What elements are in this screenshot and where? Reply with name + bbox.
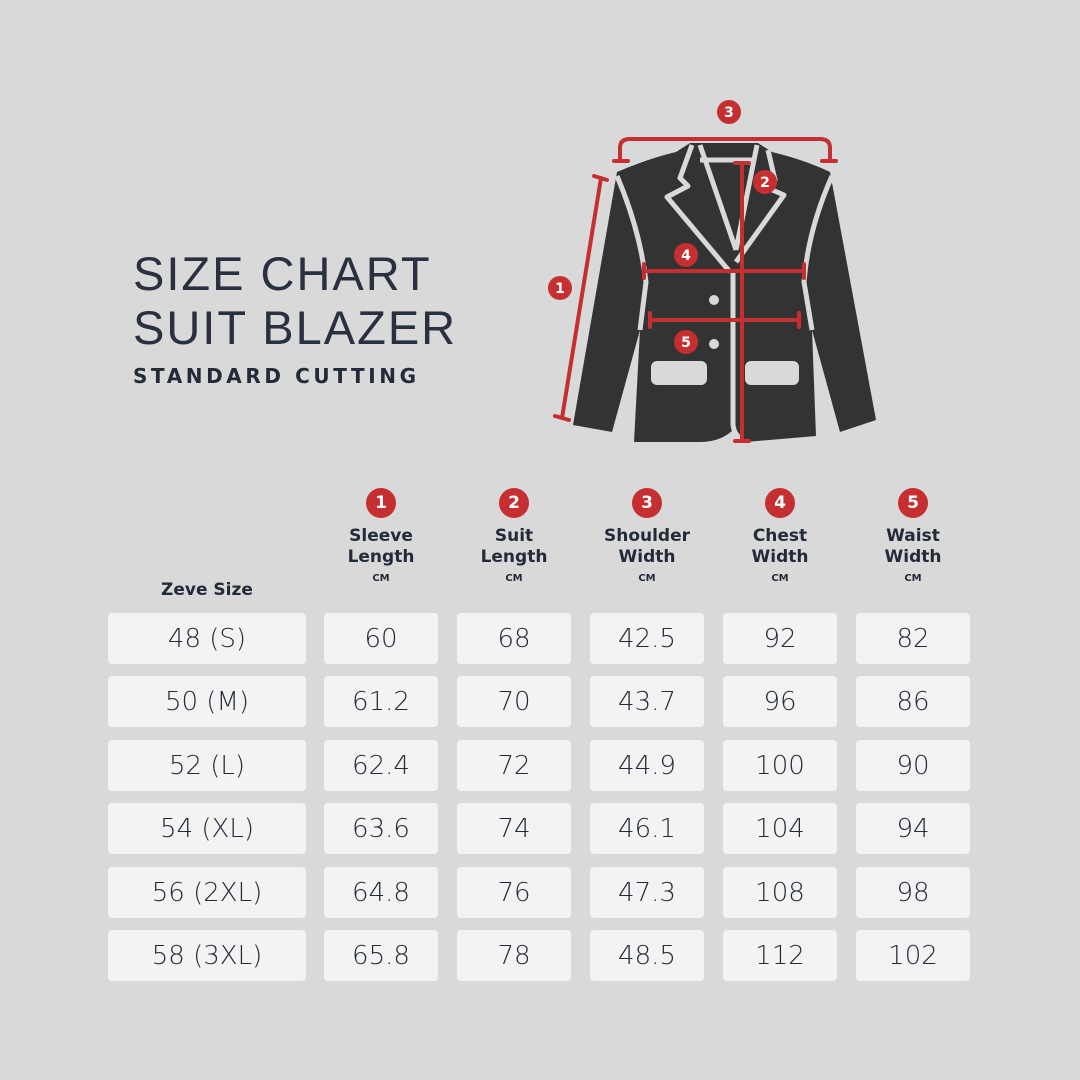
size-cell: 58 (3XL): [108, 930, 306, 981]
marker-1: 1: [548, 276, 572, 300]
column-header: 5 Waist Width CM: [856, 488, 970, 584]
header-line2: Width: [884, 547, 942, 567]
measurement-cell: 100: [723, 739, 837, 791]
measurement-cell: 92: [723, 613, 837, 664]
measurement-cell: 63.6: [324, 803, 438, 855]
measurement-cell: 47.3: [590, 866, 704, 918]
svg-text:3: 3: [724, 105, 734, 121]
number-badge: 1: [366, 488, 396, 518]
measurement-cell: 108: [723, 866, 837, 918]
header-line1: Shoulder: [603, 526, 691, 546]
unit-label: CM: [505, 573, 523, 584]
measurement-cell: 64.8: [324, 866, 438, 918]
number-badge: 4: [765, 488, 795, 518]
size-cell: 54 (XL): [108, 803, 306, 855]
measurement-cell: 61.2: [324, 676, 438, 728]
svg-text:4: 4: [681, 248, 691, 264]
measurement-cell: 104: [723, 803, 837, 855]
header-line1: Sleeve: [349, 526, 413, 546]
measurement-cell: 90: [856, 739, 970, 791]
measurement-cell: 44.9: [590, 739, 704, 791]
marker-2: 2: [753, 170, 777, 194]
column-header: 4 Chest Width CM: [723, 488, 837, 584]
number-badge: 2: [499, 488, 529, 518]
marker-5: 5: [674, 330, 698, 354]
number-badge: 5: [898, 488, 928, 518]
measurement-cell: 72: [457, 739, 571, 791]
column-header: 2 Suit Length CM: [457, 488, 571, 584]
measurement-cell: 112: [723, 930, 837, 981]
measurement-cell: 46.1: [590, 803, 704, 855]
measurement-cell: 82: [856, 613, 970, 664]
measurement-cell: 76: [457, 866, 571, 918]
measurement-cell: 68: [457, 613, 571, 664]
measurement-cell: 86: [856, 676, 970, 728]
subtitle: STANDARD CUTTING: [133, 364, 420, 388]
title-line-2: SUIT BLAZER: [133, 301, 458, 354]
measurement-lines: [553, 137, 838, 443]
measurement-cell: 43.7: [590, 676, 704, 728]
header-line1: Waist: [886, 526, 940, 546]
unit-label: CM: [372, 573, 390, 584]
title-line-1: SIZE CHART: [133, 247, 432, 300]
measurement-cell: 98: [856, 866, 970, 918]
size-cell: 48 (S): [108, 613, 306, 664]
size-cell: 52 (L): [108, 739, 306, 791]
marker-3: 3: [717, 100, 741, 124]
measurement-cell: 70: [457, 676, 571, 728]
header-line2: Length: [347, 547, 415, 567]
blazer-diagram: 3 2 4 1 5: [548, 100, 876, 445]
measurement-cell: 96: [723, 676, 837, 728]
column-header: 3 Shoulder Width CM: [590, 488, 704, 584]
header-line2: Length: [480, 547, 548, 567]
unit-label: CM: [904, 573, 922, 584]
measurement-cell: 60: [324, 613, 438, 664]
header-line2: Width: [751, 547, 809, 567]
header-line1: Suit: [494, 526, 534, 546]
svg-text:5: 5: [681, 335, 691, 351]
marker-4: 4: [674, 243, 698, 267]
measurement-cell: 94: [856, 803, 970, 855]
measurement-cell: 74: [457, 803, 571, 855]
measurement-cell: 78: [457, 930, 571, 981]
unit-label: CM: [771, 573, 789, 584]
blazer-icon: [573, 143, 876, 445]
unit-label: CM: [638, 573, 656, 584]
measurement-cell: 48.5: [590, 930, 704, 981]
number-badge: 3: [632, 488, 662, 518]
size-cell: 56 (2XL): [108, 866, 306, 918]
size-cell: 50 (M): [108, 676, 306, 728]
measurement-cell: 102: [856, 930, 970, 981]
svg-text:1: 1: [555, 281, 565, 297]
measurement-cell: 62.4: [324, 739, 438, 791]
measurement-cell: 42.5: [590, 613, 704, 664]
column-header: 1 Sleeve Length CM: [324, 488, 438, 584]
size-column-header: Zeve Size: [161, 580, 253, 600]
measurement-cell: 65.8: [324, 930, 438, 981]
header-line2: Width: [618, 547, 676, 567]
header-line1: Chest: [752, 526, 808, 546]
svg-text:2: 2: [760, 175, 770, 191]
